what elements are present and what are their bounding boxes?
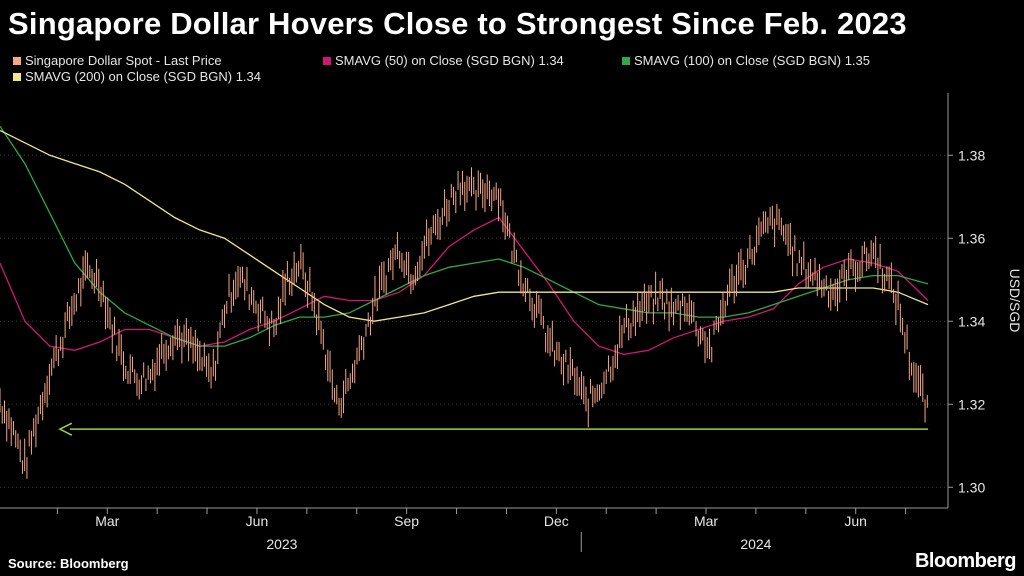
y-tick-label: 1.38 <box>958 147 985 163</box>
sma200-line <box>0 129 929 322</box>
x-tick-label: Dec <box>544 513 569 529</box>
y-tick-label: 1.34 <box>958 313 985 329</box>
x-tick-label: Sep <box>394 513 419 529</box>
reference-arrowhead <box>58 422 73 436</box>
x-tick-label: Mar <box>694 513 718 529</box>
legend-label-sma50: SMAVG (50) on Close (SGD BGN) 1.34 <box>335 53 564 68</box>
sma100-line <box>0 125 929 347</box>
brand-logo: Bloomberg <box>914 550 1017 572</box>
legend-swatch-sma200 <box>13 72 21 81</box>
legend-swatch-sma100 <box>622 56 630 65</box>
sma50-line <box>0 216 929 356</box>
y-axis-title: USD/SGD <box>1007 269 1023 333</box>
legend-item-sma50: SMAVG (50) on Close (SGD BGN) 1.34 <box>323 53 564 68</box>
legend-label-sma200: SMAVG (200) on Close (SGD BGN) 1.34 <box>25 69 262 84</box>
x-tick-label: Jun <box>844 513 867 529</box>
chart-title: Singapore Dollar Hovers Close to Stronge… <box>8 6 907 41</box>
legend-label-spot: Singapore Dollar Spot - Last Price <box>25 53 222 68</box>
legend-swatch-sma50 <box>323 56 331 65</box>
x-tick-label: Mar <box>95 513 119 529</box>
y-tick-label: 1.30 <box>958 479 985 495</box>
y-tick-label: 1.32 <box>958 396 985 412</box>
year-label: 2023 <box>266 536 297 552</box>
legend-item-sma200: SMAVG (200) on Close (SGD BGN) 1.34 <box>13 69 261 84</box>
legend-item-spot: Singapore Dollar Spot - Last Price <box>13 53 222 68</box>
year-label: 2024 <box>740 536 771 552</box>
y-tick-label: 1.36 <box>958 230 985 246</box>
source-note: Source: Bloomberg <box>8 556 129 571</box>
legend-item-sma100: SMAVG (100) on Close (SGD BGN) 1.35 <box>622 53 870 68</box>
legend-label-sma100: SMAVG (100) on Close (SGD BGN) 1.35 <box>634 53 871 68</box>
x-tick-label: Jun <box>246 513 269 529</box>
legend-swatch-spot <box>13 56 21 65</box>
